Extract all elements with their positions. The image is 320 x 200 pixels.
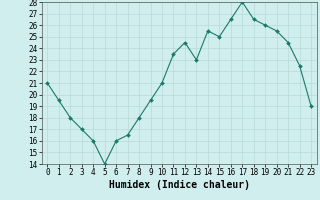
- X-axis label: Humidex (Indice chaleur): Humidex (Indice chaleur): [109, 180, 250, 190]
